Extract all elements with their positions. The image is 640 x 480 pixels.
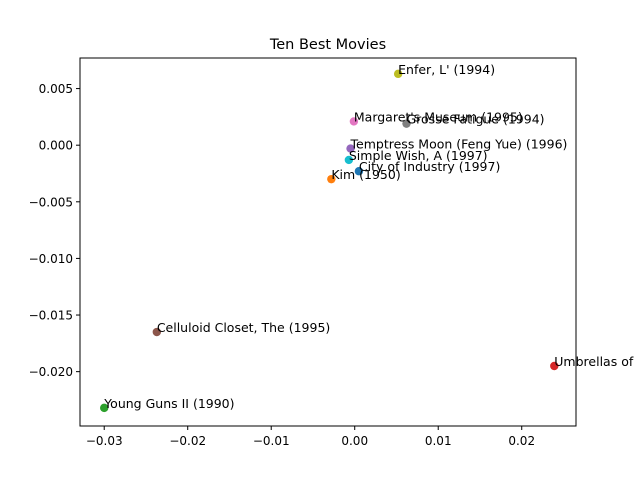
x-tick-label: 0.01 (425, 434, 452, 448)
x-tick-label: −0.01 (253, 434, 290, 448)
x-tick-label: −0.03 (86, 434, 123, 448)
point-label: Simple Wish, A (1997) (349, 148, 488, 163)
points-layer (100, 69, 559, 413)
data-point (346, 144, 355, 153)
point-label: Enfer, L' (1994) (398, 62, 495, 77)
ticks-layer: −0.03 −0.02 −0.01 0.00 0.01 0.02 0.005 0.000 −0.… (29, 82, 536, 448)
x-tick-label: 0.00 (341, 434, 368, 448)
x-tick-label: −0.02 (169, 434, 206, 448)
point-label: Umbrellas of (554, 354, 634, 369)
plot-area-frame (79, 57, 577, 427)
labels-layer: City of Industry (1997)Kim (1950) Young G… (103, 62, 634, 411)
point-label: City of Industry (1997) (359, 159, 500, 174)
x-tick-label: 0.02 (508, 434, 535, 448)
data-point (152, 327, 162, 337)
data-point (327, 174, 336, 184)
data-point (100, 403, 109, 413)
y-tick-label: −0.020 (29, 365, 73, 379)
y-tick-label: −0.005 (29, 195, 73, 209)
point-label: Grosse Fatigue (1994) (406, 112, 544, 127)
y-tick-label: −0.010 (29, 252, 73, 266)
point-label: Temptress Moon (Feng Yue) (1996) (350, 137, 568, 152)
data-point (393, 69, 403, 79)
data-point (349, 117, 359, 126)
chart-title: Ten Best Movies (269, 37, 386, 53)
point-label: Margaret's Museum (1995) (354, 109, 523, 124)
y-tick-label: 0.000 (39, 139, 73, 153)
y-tick-label: −0.015 (29, 309, 73, 323)
data-point (550, 361, 559, 371)
data-point (354, 167, 364, 176)
y-tick-label: 0.005 (39, 82, 73, 96)
data-point (402, 119, 411, 128)
point-label: Young Guns II (1990) (103, 396, 234, 411)
point-label: Kim (1950) (331, 167, 400, 182)
point-label: Celluloid Closet, The (1995) (157, 320, 330, 335)
data-point (344, 155, 354, 165)
